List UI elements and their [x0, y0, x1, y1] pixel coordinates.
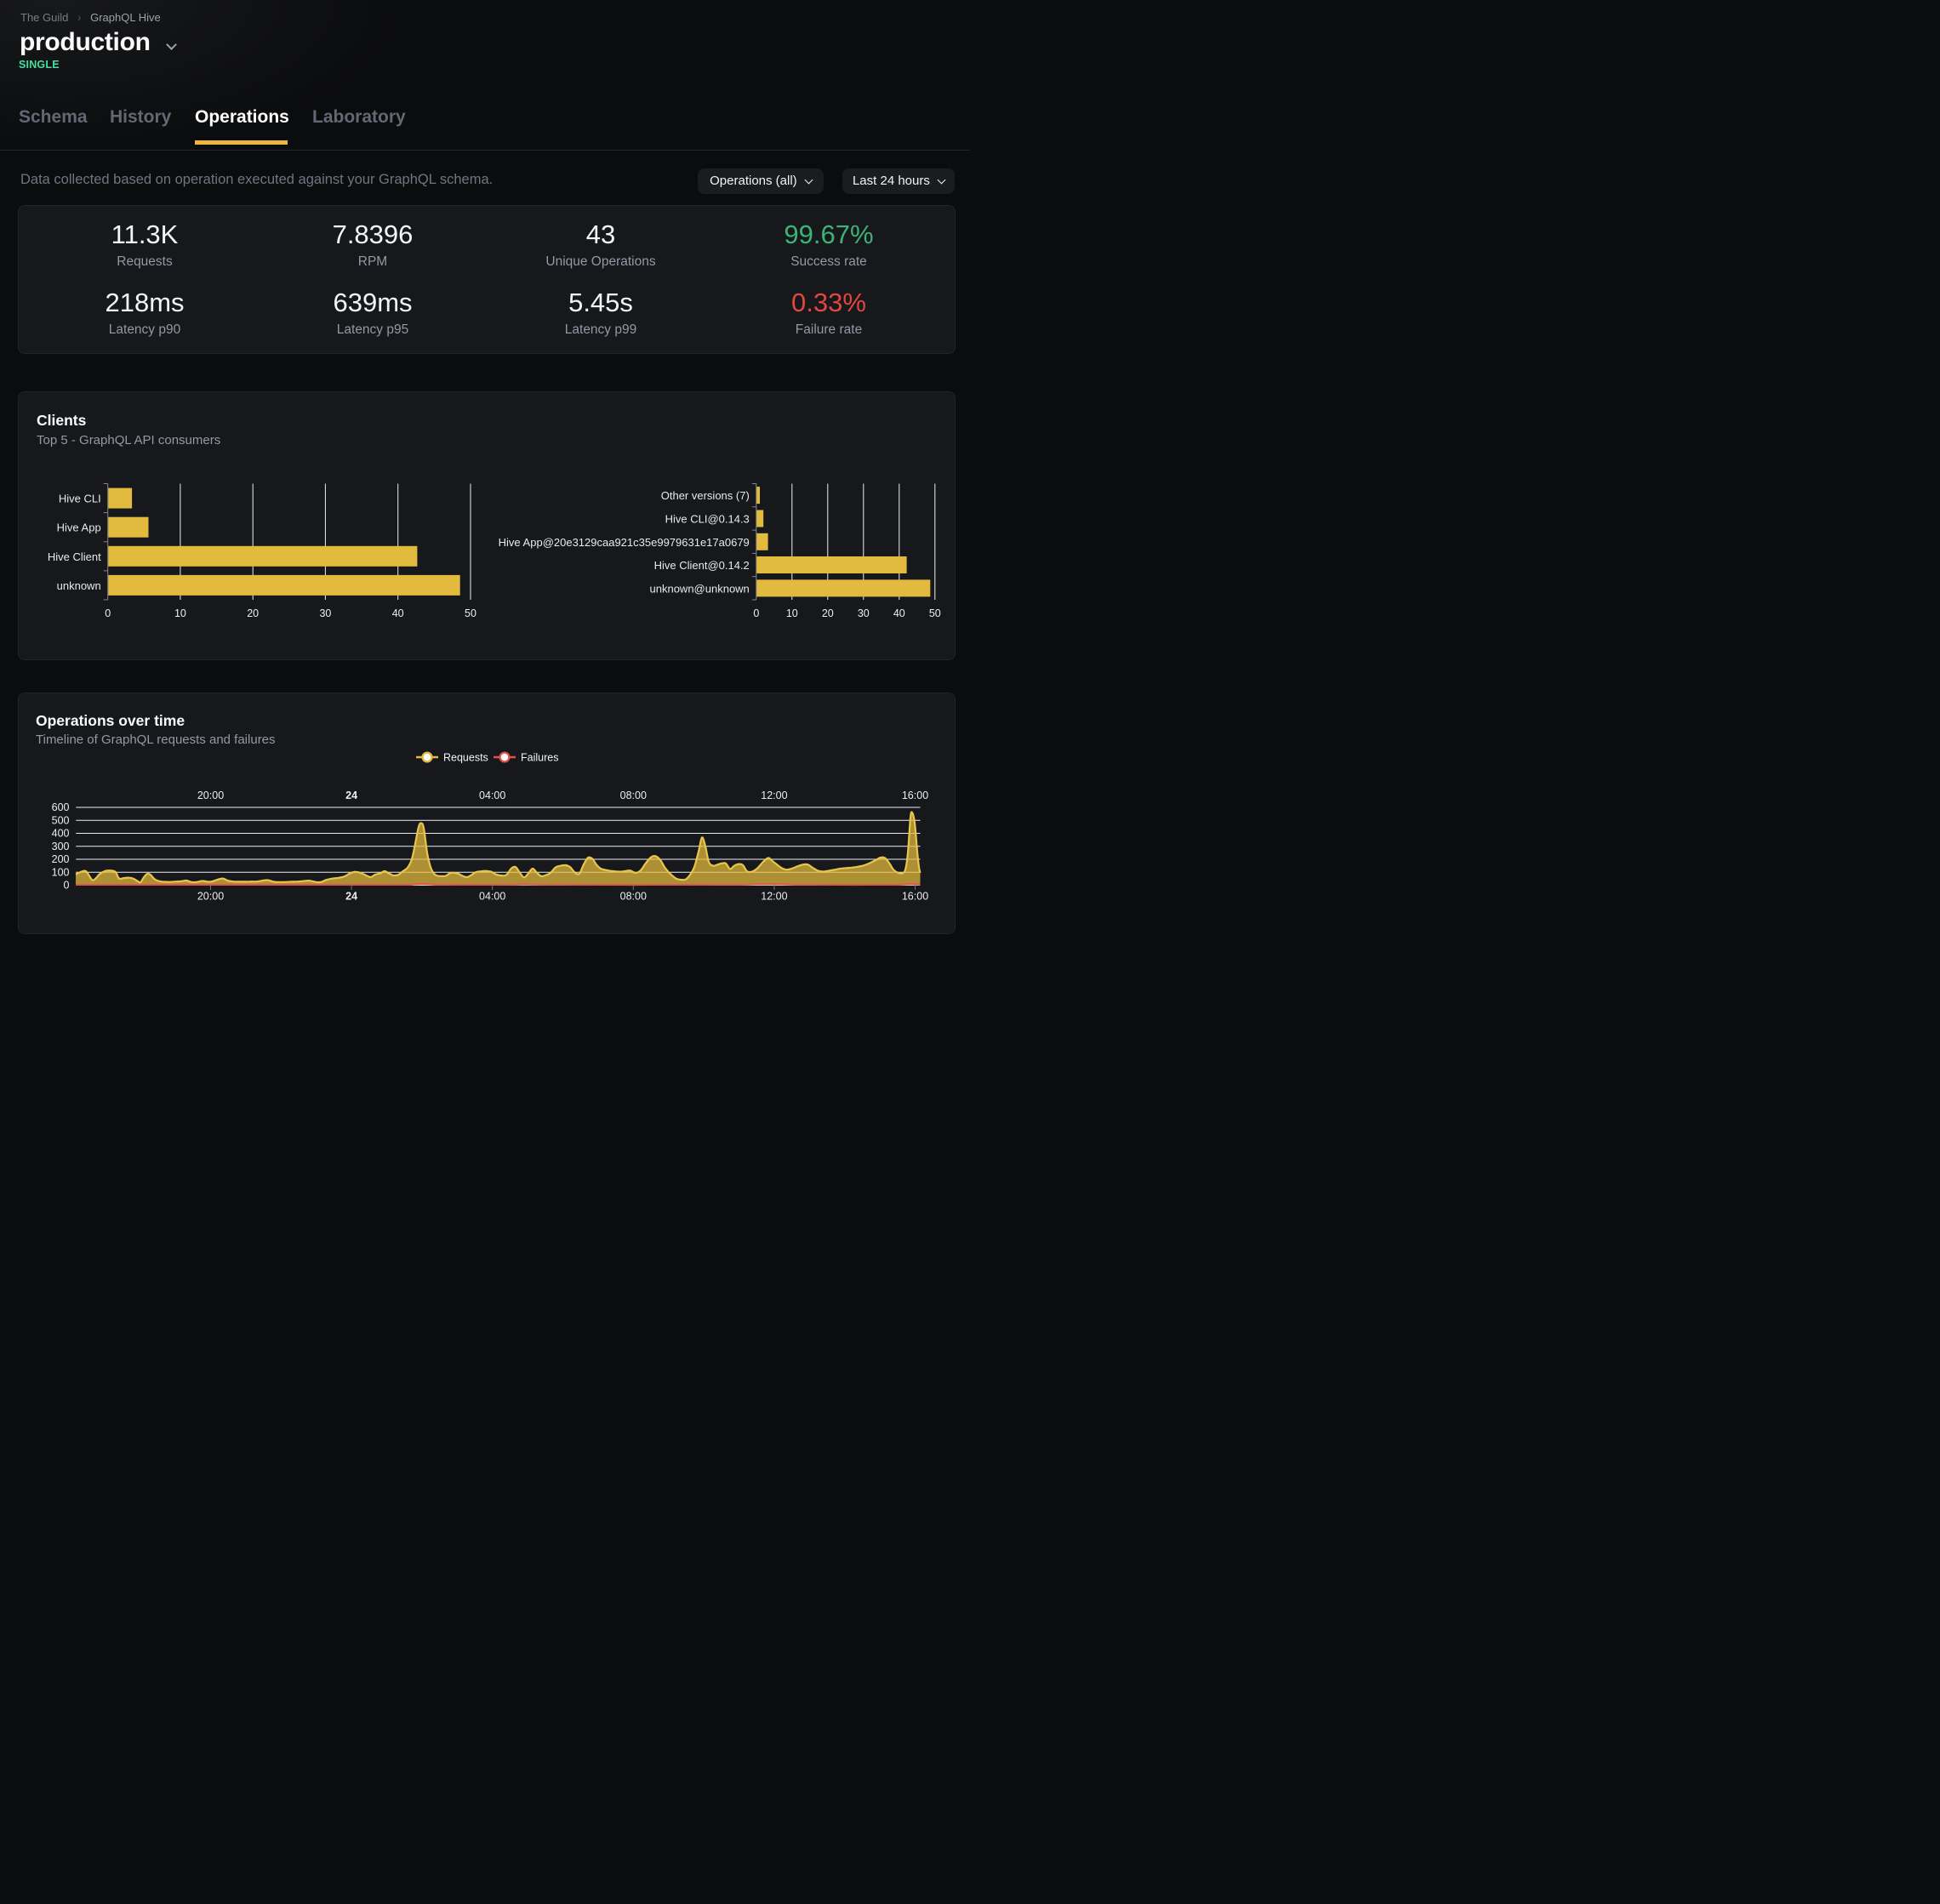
svg-text:400: 400 — [52, 828, 70, 840]
svg-text:40: 40 — [893, 607, 905, 619]
svg-text:04:00: 04:00 — [479, 790, 505, 801]
svg-text:12:00: 12:00 — [761, 891, 787, 903]
svg-text:Other versions (7): Other versions (7) — [661, 489, 750, 502]
svg-text:Hive CLI@0.14.3: Hive CLI@0.14.3 — [665, 513, 750, 526]
svg-text:20:00: 20:00 — [197, 891, 224, 903]
svg-text:0: 0 — [105, 607, 111, 619]
svg-text:30: 30 — [858, 607, 870, 619]
svg-text:Hive Client@0.14.2: Hive Client@0.14.2 — [654, 559, 750, 572]
svg-text:Failures: Failures — [521, 752, 558, 764]
svg-text:24: 24 — [345, 790, 357, 801]
svg-text:10: 10 — [174, 607, 186, 619]
svg-text:20: 20 — [822, 607, 834, 619]
svg-text:500: 500 — [52, 814, 70, 826]
svg-text:24: 24 — [345, 891, 357, 903]
svg-text:10: 10 — [786, 607, 798, 619]
svg-text:20:00: 20:00 — [197, 790, 224, 801]
svg-text:40: 40 — [392, 607, 404, 619]
svg-text:04:00: 04:00 — [479, 891, 505, 903]
svg-text:Requests: Requests — [443, 752, 488, 764]
svg-text:12:00: 12:00 — [761, 790, 787, 801]
svg-text:Hive App@20e3129caa921c35e9979: Hive App@20e3129caa921c35e9979631e17a067… — [499, 536, 750, 549]
svg-text:30: 30 — [319, 607, 331, 619]
svg-text:0: 0 — [64, 880, 70, 892]
svg-text:200: 200 — [52, 853, 70, 865]
svg-text:100: 100 — [52, 866, 70, 878]
svg-text:Hive CLI: Hive CLI — [59, 493, 101, 505]
svg-text:unknown: unknown — [57, 579, 101, 592]
svg-text:0: 0 — [753, 607, 759, 619]
svg-text:20: 20 — [247, 607, 259, 619]
svg-text:Hive Client: Hive Client — [48, 550, 101, 563]
svg-text:50: 50 — [929, 607, 941, 619]
svg-text:08:00: 08:00 — [620, 891, 647, 903]
svg-text:600: 600 — [52, 801, 70, 813]
svg-text:50: 50 — [465, 607, 476, 619]
svg-text:Hive App: Hive App — [57, 522, 101, 534]
svg-text:08:00: 08:00 — [620, 790, 647, 801]
svg-text:300: 300 — [52, 841, 70, 852]
svg-text:unknown@unknown: unknown@unknown — [650, 582, 750, 595]
svg-text:16:00: 16:00 — [902, 790, 928, 801]
svg-text:16:00: 16:00 — [902, 891, 928, 903]
